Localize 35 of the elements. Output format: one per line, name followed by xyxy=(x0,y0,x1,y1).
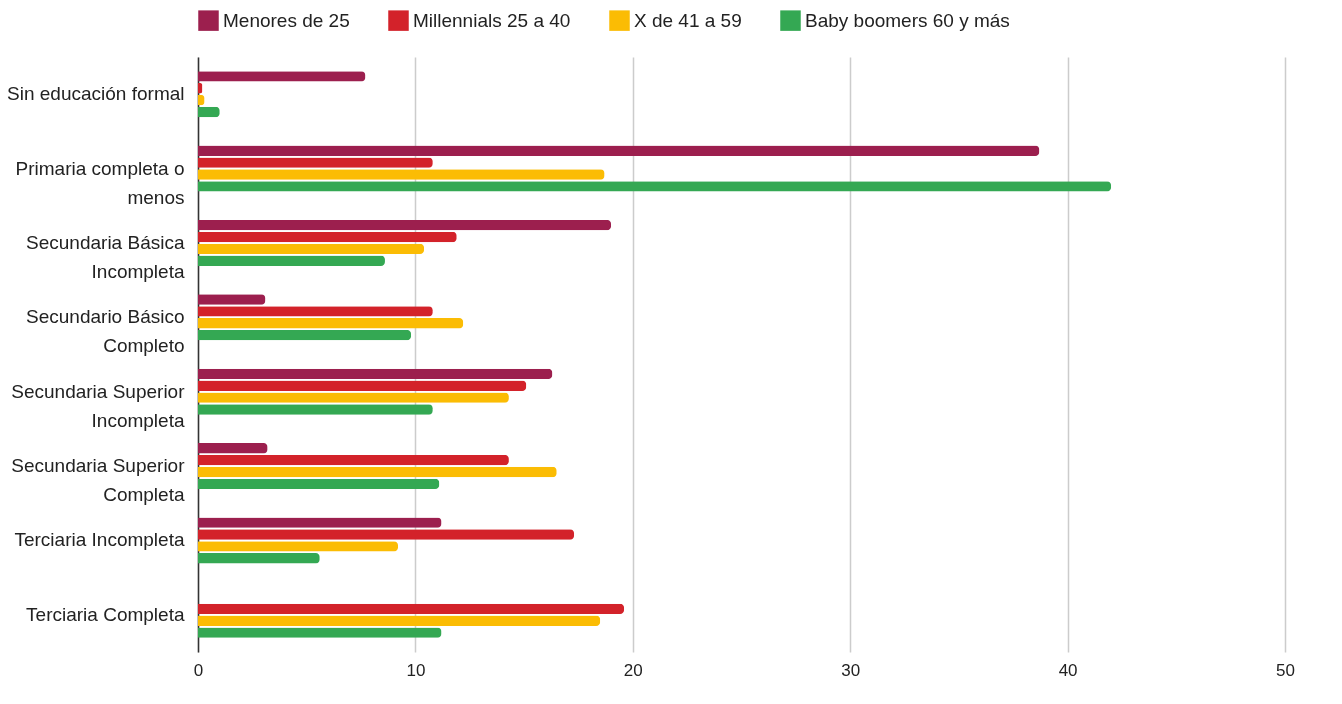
y-tick-label: Secundaria Básica Incompleta xyxy=(26,231,185,282)
bar xyxy=(198,106,220,118)
bar xyxy=(198,231,457,243)
y-tick-label: Sin educación formal xyxy=(7,83,185,105)
bar xyxy=(198,380,527,391)
bar xyxy=(198,255,385,266)
bar xyxy=(198,478,440,490)
bar xyxy=(198,329,412,341)
bar xyxy=(198,219,612,231)
x-tick-label: 0 xyxy=(193,660,204,680)
y-tick-label: Terciaria Completa xyxy=(26,603,185,625)
y-tick-label: Secundario Básico Completo xyxy=(26,306,185,357)
bar xyxy=(198,466,557,478)
bar xyxy=(198,603,625,615)
bar xyxy=(198,368,553,380)
x-tick-label: 20 xyxy=(623,660,643,680)
legend-label: Menores de 25 xyxy=(223,9,350,31)
y-tick-label: Secundaria Superior Completa xyxy=(11,455,186,506)
y-tick-label: Secundaria Superior Incompleta xyxy=(11,380,186,431)
bar xyxy=(198,615,601,626)
legend-label: Baby boomers 60 y más xyxy=(805,9,1010,31)
y-tick-label: Terciaria Incompleta xyxy=(14,529,185,551)
x-tick-label: 10 xyxy=(406,660,426,680)
bar xyxy=(198,454,509,466)
bar xyxy=(198,318,464,329)
x-tick-label: 30 xyxy=(841,660,861,680)
bar xyxy=(198,443,268,454)
bar xyxy=(198,243,425,255)
legend-label: Millennials 25 a 40 xyxy=(413,9,571,31)
bar xyxy=(198,553,320,564)
bar xyxy=(198,145,1040,156)
y-tick-label: Primaria completa o menos xyxy=(15,157,185,208)
legend-label: X de 41 a 59 xyxy=(634,9,742,31)
x-tick-label: 40 xyxy=(1058,660,1078,680)
x-tick-label: 50 xyxy=(1276,660,1295,680)
